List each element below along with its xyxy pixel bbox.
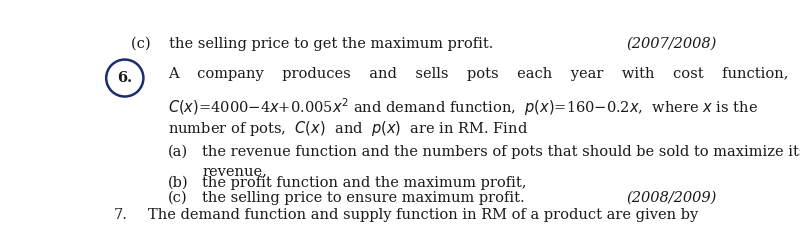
Text: (2008/2009): (2008/2009)	[626, 191, 717, 205]
Text: (2007/2008): (2007/2008)	[626, 37, 717, 51]
Text: $C(x)$=4000$-$4$x$+0.005$x^2$ and demand function,  $p(x)$=160$-$0.2$x$,  where : $C(x)$=4000$-$4$x$+0.005$x^2$ and demand…	[168, 96, 758, 118]
Text: (c)    the selling price to get the maximum profit.: (c) the selling price to get the maximum…	[131, 37, 494, 51]
Text: the selling price to ensure maximum profit.: the selling price to ensure maximum prof…	[202, 191, 525, 205]
Text: number of pots,  $C(x)$  and  $p(x)$  are in RM. Find: number of pots, $C(x)$ and $p(x)$ are in…	[168, 119, 528, 138]
Text: (c): (c)	[168, 191, 188, 205]
Text: A    company    produces    and    sells    pots    each    year    with    cost: A company produces and sells pots each y…	[168, 67, 789, 81]
Text: revenue,: revenue,	[202, 164, 267, 178]
Text: 7.: 7.	[114, 208, 127, 222]
Text: the revenue function and the numbers of pots that should be sold to maximize its: the revenue function and the numbers of …	[202, 145, 800, 159]
Text: 6.: 6.	[118, 71, 132, 85]
Text: the profit function and the maximum profit,: the profit function and the maximum prof…	[202, 176, 526, 190]
Text: The demand function and supply function in RM of a product are given by: The demand function and supply function …	[148, 208, 698, 222]
Text: (b): (b)	[168, 176, 189, 190]
Text: (a): (a)	[168, 145, 188, 159]
